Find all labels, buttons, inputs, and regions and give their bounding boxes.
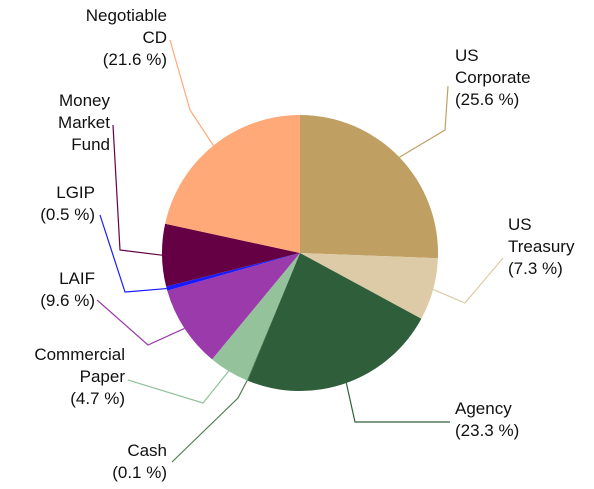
value-label: (0.5 %): [40, 205, 95, 224]
slice-label: US Corporate (25.6 %): [455, 45, 555, 111]
category-name: Cash: [127, 441, 167, 460]
value-label: (0.1 %): [112, 463, 167, 482]
pie-slice: [165, 115, 300, 253]
value-label: (25.6 %): [455, 90, 520, 109]
pie-slice: [300, 115, 439, 259]
leader-line: [399, 85, 449, 158]
leader-line: [112, 124, 163, 256]
slice-label: Money Market Fund: [40, 90, 110, 156]
category-name: US Treasury: [508, 215, 575, 256]
value-label: (21.6 %): [102, 50, 167, 69]
slice-label: LGIP (0.5 %): [35, 182, 95, 226]
pie-slice: [166, 253, 300, 291]
slice-label: Commercial Paper (4.7 %): [5, 344, 125, 410]
value-label: (9.6 %): [40, 291, 95, 310]
category-name: Negotiable CD: [85, 6, 167, 47]
value-label: (4.7 %): [70, 389, 125, 408]
pie-slice: [162, 223, 300, 287]
slice-label: LAIF (9.6 %): [35, 268, 95, 312]
pie-slice: [247, 253, 422, 391]
pie-slice: [246, 253, 300, 381]
category-name: LGIP: [56, 183, 95, 202]
leader-line: [96, 299, 185, 346]
leader-line: [127, 370, 230, 404]
category-name: Agency: [455, 399, 512, 418]
category-name: US Corporate: [455, 46, 531, 87]
pie-slice: [300, 253, 438, 319]
category-name: Commercial Paper: [34, 345, 125, 386]
value-label: (23.3 %): [455, 421, 520, 440]
category-name: LAIF: [59, 269, 95, 288]
slice-label: Cash (0.1 %): [107, 440, 167, 484]
category-name: Money Market Fund: [58, 91, 110, 154]
pie-slice: [212, 253, 300, 381]
leader-line: [171, 380, 248, 463]
leader-line: [432, 257, 504, 304]
slice-label: US Treasury (7.3 %): [508, 214, 594, 280]
leader-line: [99, 214, 167, 293]
value-label: (7.3 %): [508, 259, 563, 278]
slice-label: Negotiable CD (21.6 %): [62, 5, 167, 71]
leader-line: [345, 382, 450, 423]
leader-line: [169, 39, 214, 146]
pie-slice: [167, 253, 300, 360]
slice-label: Agency (23.3 %): [455, 398, 555, 442]
